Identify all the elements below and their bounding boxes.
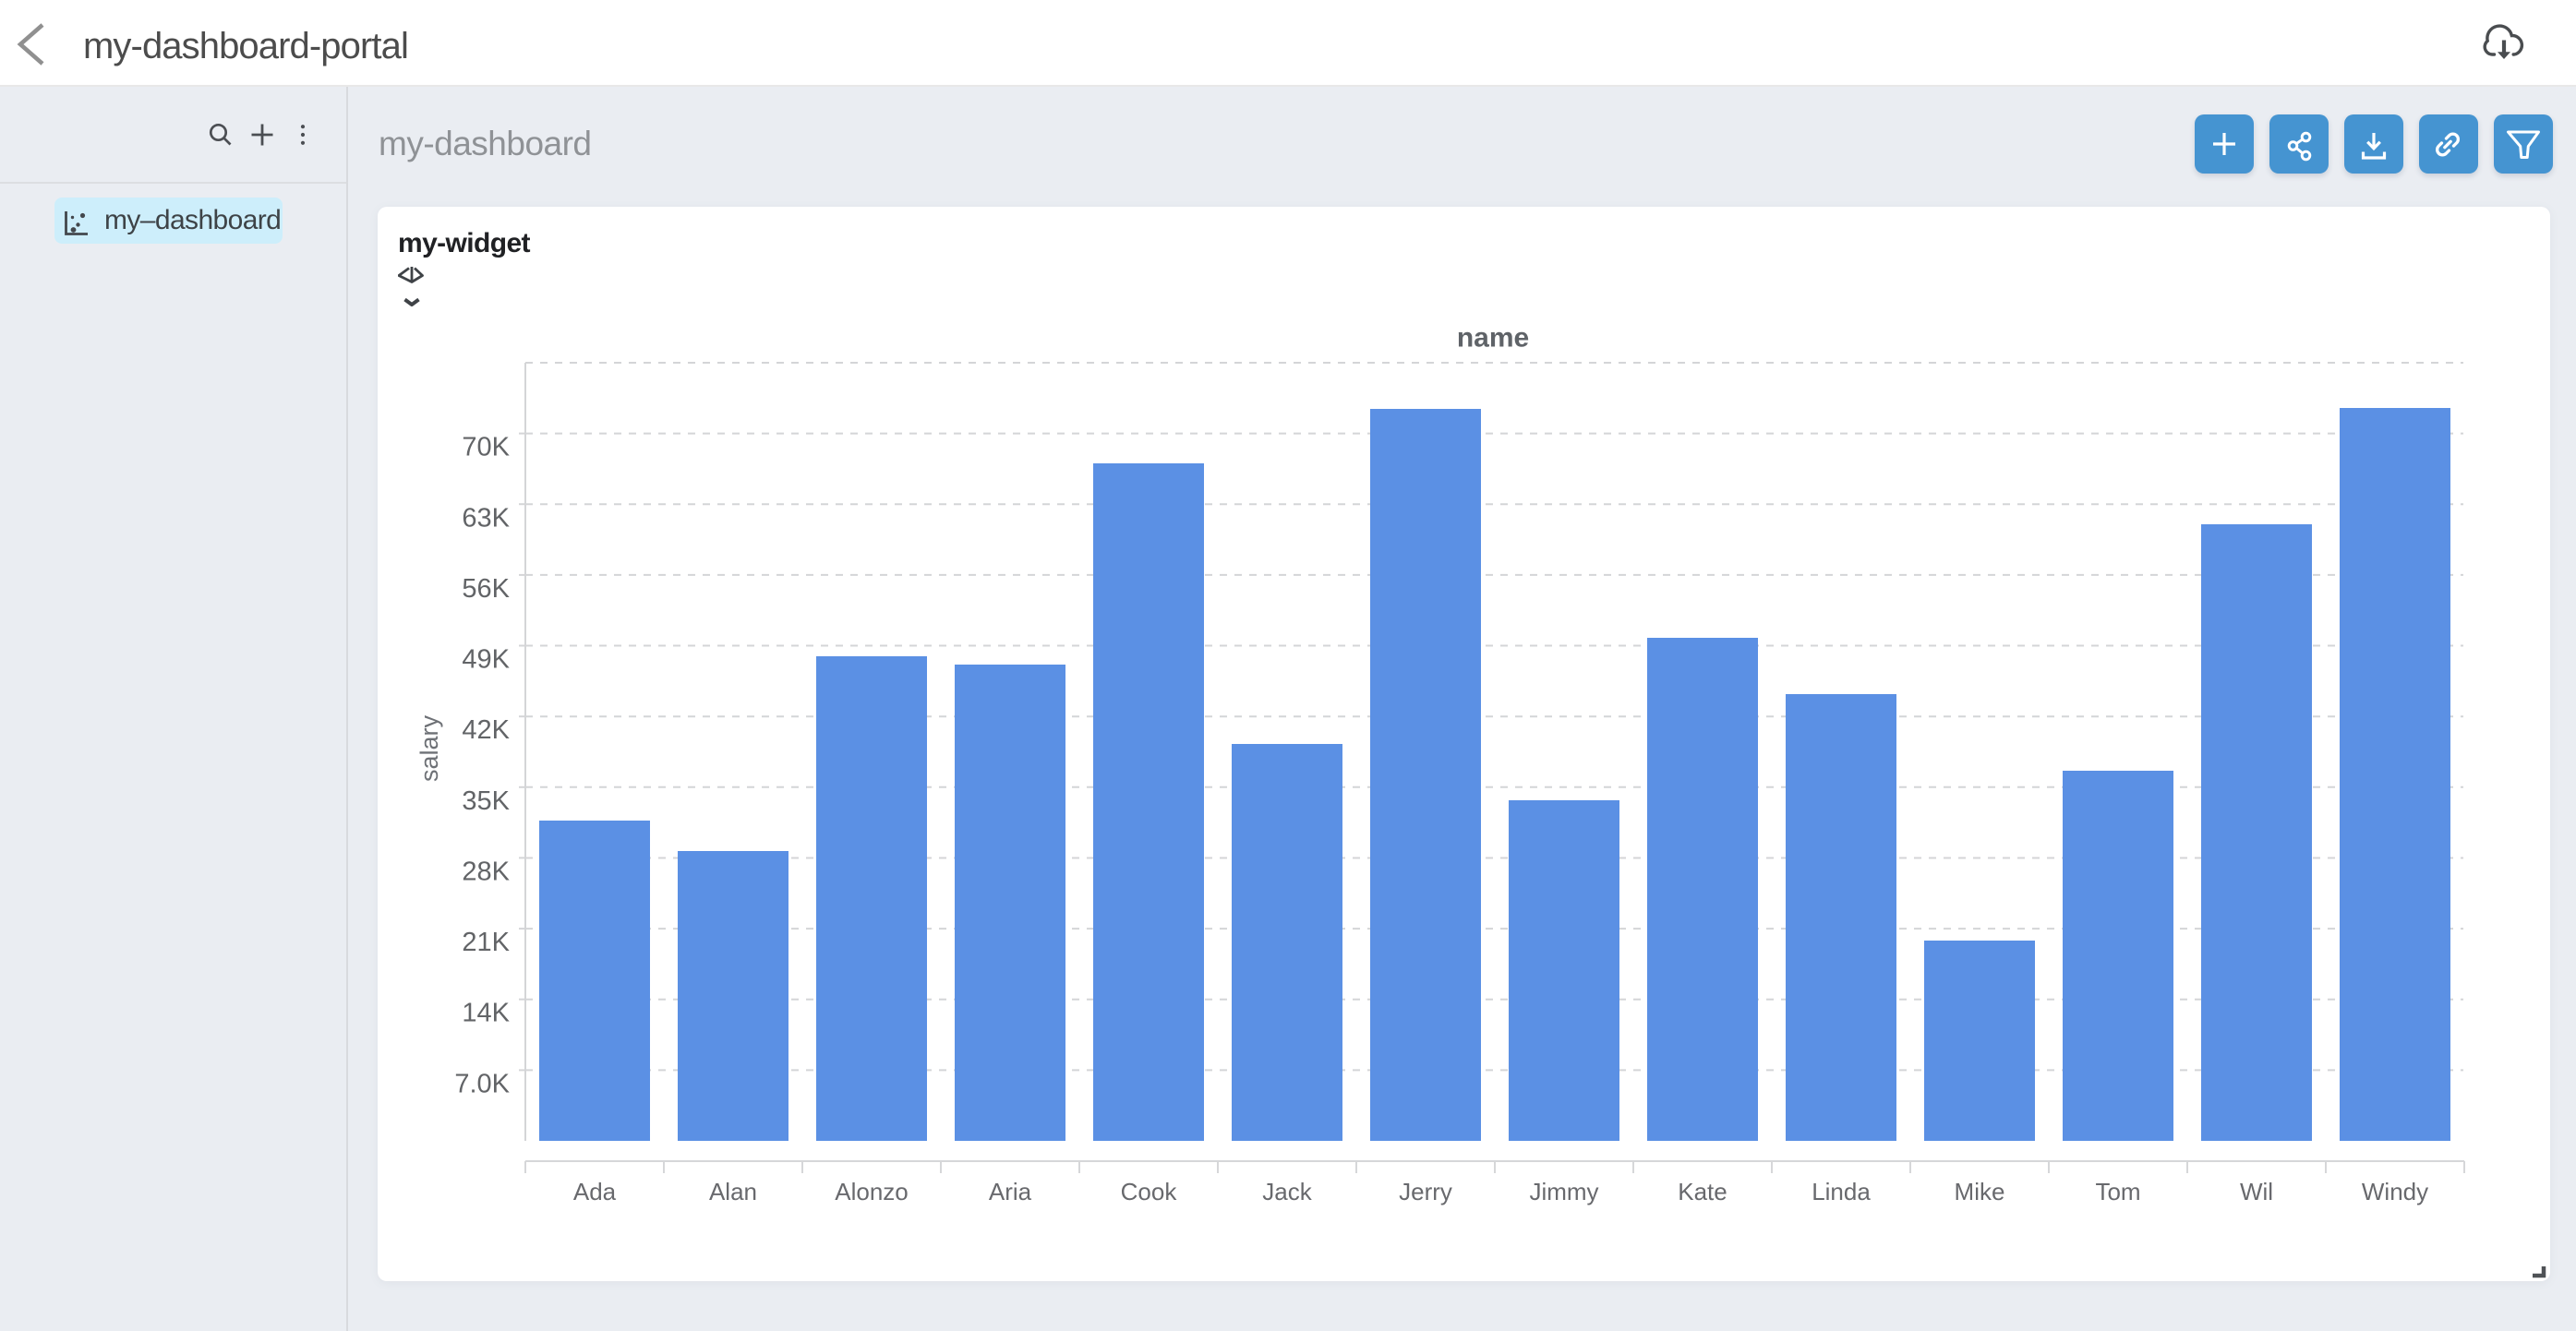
svg-text:35K: 35K xyxy=(462,786,510,816)
svg-text:14K: 14K xyxy=(462,999,510,1028)
svg-text:56K: 56K xyxy=(462,574,510,604)
svg-text:salary: salary xyxy=(415,714,443,782)
svg-text:Tom: Tom xyxy=(2095,1178,2140,1205)
svg-text:49K: 49K xyxy=(462,645,510,675)
svg-text:Wil: Wil xyxy=(2240,1178,2273,1205)
svg-text:42K: 42K xyxy=(462,715,510,745)
svg-text:Alonzo: Alonzo xyxy=(835,1178,909,1205)
svg-text:63K: 63K xyxy=(462,503,510,533)
svg-text:70K: 70K xyxy=(462,433,510,462)
svg-text:name: name xyxy=(1457,323,1529,354)
svg-text:Kate: Kate xyxy=(1678,1178,1727,1205)
svg-text:Mike: Mike xyxy=(1955,1178,2005,1205)
svg-text:Jack: Jack xyxy=(1262,1178,1312,1205)
svg-text:Jerry: Jerry xyxy=(1399,1178,1452,1205)
svg-text:Windy: Windy xyxy=(2362,1178,2428,1205)
svg-text:Linda: Linda xyxy=(1812,1178,1871,1205)
svg-text:Ada: Ada xyxy=(573,1178,617,1205)
svg-text:Cook: Cook xyxy=(1121,1178,1178,1205)
svg-text:7.0K: 7.0K xyxy=(454,1069,510,1098)
svg-text:21K: 21K xyxy=(462,928,510,957)
svg-text:28K: 28K xyxy=(462,857,510,886)
svg-text:Aria: Aria xyxy=(989,1178,1032,1205)
svg-text:Jimmy: Jimmy xyxy=(1529,1178,1598,1205)
svg-text:Alan: Alan xyxy=(709,1178,757,1205)
